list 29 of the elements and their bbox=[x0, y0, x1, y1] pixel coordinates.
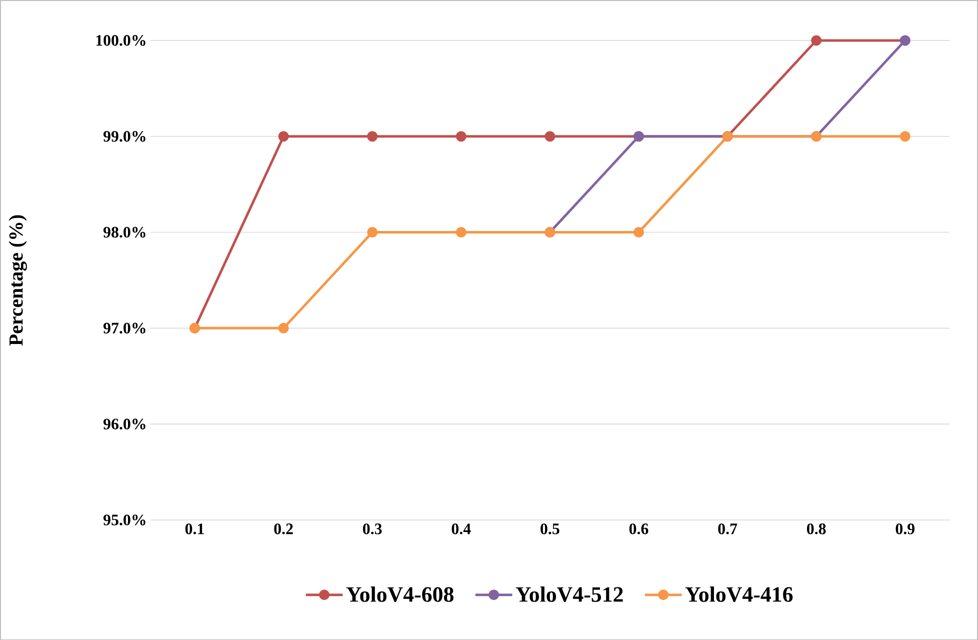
y-tick-label: 100.0% bbox=[96, 34, 146, 46]
x-tick-label: 0.5 bbox=[540, 523, 560, 534]
x-tick-label: 0.8 bbox=[806, 523, 826, 534]
point bbox=[900, 130, 910, 142]
x-tick-label: 0.6 bbox=[629, 523, 648, 534]
legend-label: YoloV4-608 bbox=[346, 586, 454, 602]
point bbox=[278, 130, 289, 142]
point bbox=[278, 322, 289, 334]
legend-label: YoloV4-512 bbox=[516, 586, 623, 602]
x-tick-label: 0.1 bbox=[185, 523, 204, 534]
point bbox=[456, 226, 466, 238]
y-tick-label: 95.0% bbox=[103, 514, 146, 526]
x-tick-label: 0.4 bbox=[452, 523, 471, 534]
y-tick-label: 99.0% bbox=[103, 130, 146, 142]
y-tick-label: 96.0% bbox=[103, 418, 146, 430]
x-tick-label: 0.7 bbox=[718, 523, 738, 534]
x-tick-label: 0.2 bbox=[274, 523, 293, 534]
x-tick-label: 0.3 bbox=[363, 523, 382, 534]
point bbox=[367, 226, 378, 238]
y-tick-label: 98.0% bbox=[103, 226, 146, 238]
point bbox=[633, 226, 644, 238]
point bbox=[811, 35, 822, 46]
legend-label: YoloV4-416 bbox=[685, 586, 793, 602]
x-tick-label: 0.9 bbox=[896, 523, 915, 534]
y-tick-label: 97.0% bbox=[103, 322, 146, 334]
point bbox=[456, 130, 466, 142]
y-axis-title: Percentage (%) bbox=[8, 215, 27, 346]
point bbox=[544, 130, 556, 142]
point bbox=[367, 130, 378, 142]
